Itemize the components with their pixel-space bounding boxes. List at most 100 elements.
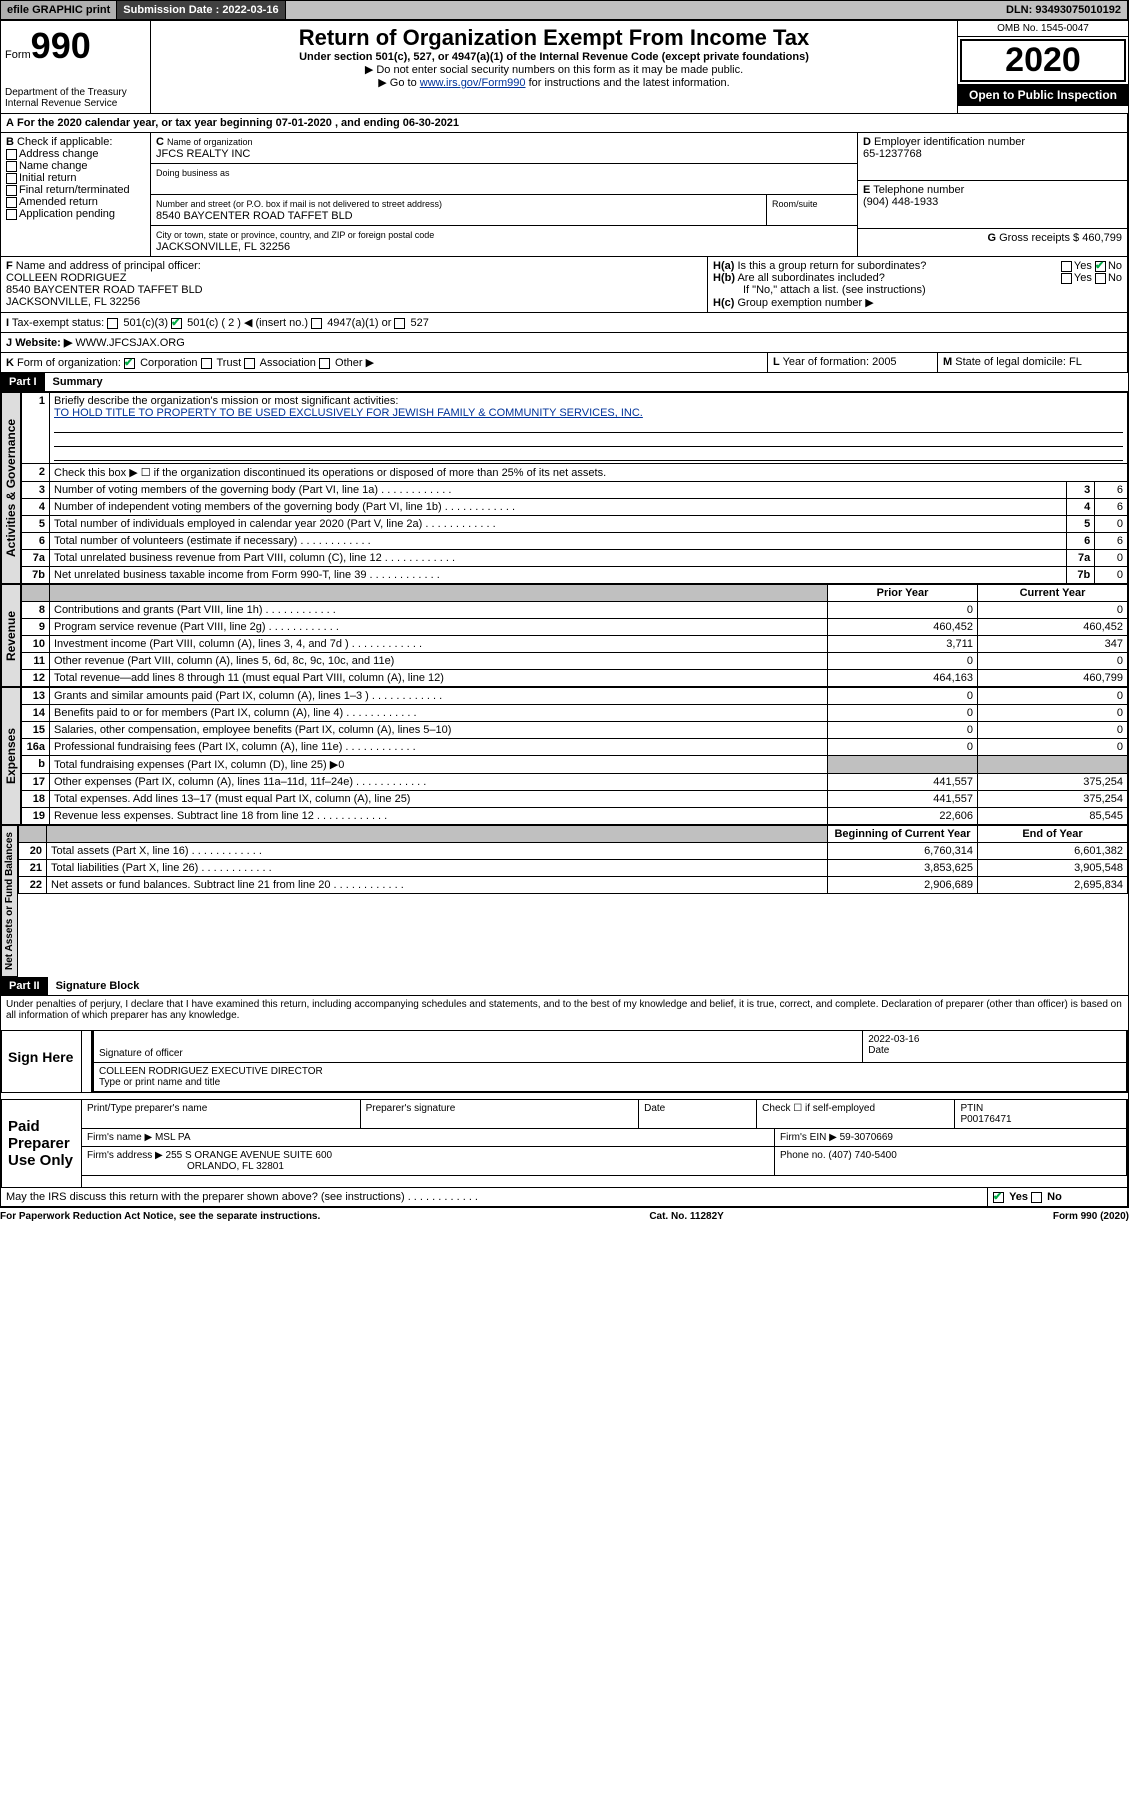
cb-hb-no[interactable] <box>1095 273 1106 284</box>
tax-year: 2020 <box>960 39 1126 82</box>
cb-trust[interactable] <box>201 358 212 369</box>
table-row: 17Other expenses (Part IX, column (A), l… <box>22 774 1128 791</box>
ein-value: 65-1237768 <box>863 148 922 160</box>
form-subtitle-1: Under section 501(c), 527, or 4947(a)(1)… <box>155 51 953 63</box>
table-row: 7bNet unrelated business taxable income … <box>22 567 1128 584</box>
sign-here-block: Sign Here Signature of officer 2022-03-1… <box>1 1030 1128 1093</box>
city-value: JACKSONVILLE, FL 32256 <box>156 241 290 253</box>
cb-discuss-yes[interactable] <box>993 1192 1004 1203</box>
officer-name: COLLEEN RODRIGUEZ <box>6 272 126 284</box>
efile-btn[interactable]: efile GRAPHIC print <box>1 1 117 19</box>
part1-header: Part I Summary <box>1 373 1128 392</box>
sign-here-label: Sign Here <box>2 1031 82 1092</box>
prep-sig-label: Preparer's signature <box>361 1100 640 1128</box>
table-row: 8Contributions and grants (Part VIII, li… <box>22 602 1128 619</box>
opt-trust: Trust <box>216 357 241 369</box>
section-klm: K Form of organization: Corporation Trus… <box>1 353 1128 373</box>
table-row: 14Benefits paid to or for members (Part … <box>22 705 1128 722</box>
cb-4947[interactable] <box>311 318 322 329</box>
form-number: 990 <box>31 25 91 66</box>
ein-label: Employer identification number <box>874 136 1025 148</box>
top-bar: efile GRAPHIC print Submission Date : 20… <box>0 0 1129 20</box>
phone-value: (904) 448-1933 <box>863 196 938 208</box>
firm-addr1: 255 S ORANGE AVENUE SUITE 600 <box>166 1150 333 1161</box>
cb-application-pending[interactable] <box>6 209 17 220</box>
table-row: 16aProfessional fundraising fees (Part I… <box>22 739 1128 756</box>
cb-address-change[interactable] <box>6 149 17 160</box>
year-formation-label: Year of formation: <box>783 356 869 368</box>
vtab-net-assets: Net Assets or Fund Balances <box>1 825 18 977</box>
b-opt-4: Amended return <box>19 196 98 208</box>
form-org-label: Form of organization: <box>17 357 121 369</box>
table-row: 12Total revenue—add lines 8 through 11 (… <box>22 670 1128 687</box>
officer-addr2: JACKSONVILLE, FL 32256 <box>6 296 140 308</box>
opt-assoc: Association <box>260 357 316 369</box>
cb-hb-yes[interactable] <box>1061 273 1072 284</box>
cb-amended-return[interactable] <box>6 197 17 208</box>
q1-label: Briefly describe the organization's miss… <box>54 395 398 407</box>
sig-officer-label: Signature of officer <box>99 1048 183 1059</box>
prep-date-label: Date <box>639 1100 757 1128</box>
b-opt-2: Initial return <box>19 172 76 184</box>
tax-status-label: Tax-exempt status: <box>12 317 104 329</box>
paid-preparer-block: Paid Preparer Use Only Print/Type prepar… <box>1 1099 1128 1188</box>
table-row: 13Grants and similar amounts paid (Part … <box>22 688 1128 705</box>
opt-501c3: 501(c)(3) <box>123 317 168 329</box>
table-row: 3Number of voting members of the governi… <box>22 482 1128 499</box>
self-employed-label: Check ☐ if self-employed <box>757 1100 955 1128</box>
room-label: Room/suite <box>772 199 818 209</box>
cb-corporation[interactable] <box>124 358 135 369</box>
officer-name-sig: COLLEEN RODRIGUEZ EXECUTIVE DIRECTOR <box>99 1066 323 1077</box>
cb-501c3[interactable] <box>107 318 118 329</box>
expenses-table: 13Grants and similar amounts paid (Part … <box>21 687 1128 825</box>
form990-link[interactable]: www.irs.gov/Form990 <box>420 77 526 89</box>
street-value: 8540 BAYCENTER ROAD TAFFET BLD <box>156 210 353 222</box>
cb-association[interactable] <box>244 358 255 369</box>
no-label-2: No <box>1108 272 1122 284</box>
firm-addr-label: Firm's address ▶ <box>87 1150 163 1161</box>
table-row: bTotal fundraising expenses (Part IX, co… <box>22 756 1128 774</box>
cb-initial-return[interactable] <box>6 173 17 184</box>
b-label: Check if applicable: <box>17 136 112 148</box>
cb-final-return[interactable] <box>6 185 17 196</box>
form-subtitle-3: ▶ Go to www.irs.gov/Form990 for instruct… <box>155 76 953 89</box>
line-a-text: A For the 2020 calendar year, or tax yea… <box>1 114 1128 132</box>
footer-mid: Cat. No. 11282Y <box>649 1211 723 1222</box>
arrow-icon <box>82 1031 94 1092</box>
opt-corp: Corporation <box>140 357 197 369</box>
org-name: JFCS REALTY INC <box>156 148 250 160</box>
q2-text: Check this box ▶ ☐ if the organization d… <box>50 464 1128 482</box>
table-row: 7aTotal unrelated business revenue from … <box>22 550 1128 567</box>
section-b-to-g: B Check if applicable: Address change Na… <box>1 133 1128 257</box>
table-row: 11Other revenue (Part VIII, column (A), … <box>22 653 1128 670</box>
cb-ha-no[interactable] <box>1095 261 1106 272</box>
cb-501c[interactable] <box>171 318 182 329</box>
opt-other: Other ▶ <box>335 357 374 369</box>
dln: DLN: 93493075010192 <box>1000 1 1128 19</box>
perjury-statement: Under penalties of perjury, I declare th… <box>1 996 1128 1024</box>
form-990: Form990 Department of the Treasury Inter… <box>0 20 1129 1208</box>
part1-title: Summary <box>45 373 111 391</box>
cb-527[interactable] <box>394 318 405 329</box>
website-label: Website: ▶ <box>15 337 72 349</box>
part2-header: Part II Signature Block <box>1 977 1128 996</box>
form-header: Form990 Department of the Treasury Inter… <box>1 21 1128 114</box>
gross-value: 460,799 <box>1082 232 1122 244</box>
open-to-public: Open to Public Inspection <box>958 84 1128 106</box>
section-i: I Tax-exempt status: 501(c)(3) 501(c) ( … <box>1 313 1128 333</box>
cb-other[interactable] <box>319 358 330 369</box>
form-subtitle-2: ▶ Do not enter social security numbers o… <box>155 63 953 76</box>
table-row: 22Net assets or fund balances. Subtract … <box>19 877 1128 894</box>
officer-label: Name and address of principal officer: <box>16 260 201 272</box>
firm-phone-label: Phone no. <box>780 1150 826 1161</box>
paid-preparer-label: Paid Preparer Use Only <box>2 1100 82 1187</box>
ha-label: Is this a group return for subordinates? <box>737 260 926 272</box>
hc-label: Group exemption number ▶ <box>737 297 873 309</box>
cb-discuss-no[interactable] <box>1031 1192 1042 1203</box>
b-opt-5: Application pending <box>19 208 115 220</box>
yes-label-2: Yes <box>1074 272 1092 284</box>
firm-name-label: Firm's name ▶ <box>87 1132 152 1143</box>
cb-ha-yes[interactable] <box>1061 261 1072 272</box>
cb-name-change[interactable] <box>6 161 17 172</box>
table-row: 9Program service revenue (Part VIII, lin… <box>22 619 1128 636</box>
